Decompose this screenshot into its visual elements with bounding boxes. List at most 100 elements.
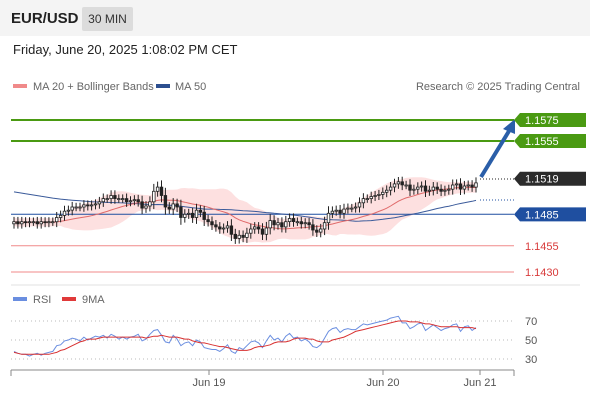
candle bbox=[284, 215, 288, 233]
candle bbox=[218, 222, 222, 234]
candle bbox=[82, 200, 86, 212]
candle bbox=[86, 200, 90, 211]
candle bbox=[381, 187, 385, 200]
candle bbox=[221, 223, 226, 234]
candle bbox=[109, 190, 113, 204]
candle bbox=[264, 221, 269, 241]
candle bbox=[299, 216, 303, 229]
candle bbox=[136, 194, 140, 207]
candle bbox=[249, 223, 253, 239]
candle bbox=[427, 185, 432, 196]
research-credit: Research © 2025 Trading Central bbox=[416, 81, 580, 93]
candle bbox=[287, 213, 292, 227]
rsi-legend-label: RSI bbox=[33, 294, 51, 306]
candle bbox=[443, 185, 447, 196]
candle bbox=[447, 184, 451, 195]
header-bar: EUR/USD 30 MIN bbox=[0, 0, 590, 36]
ma50-legend-label: MA 50 bbox=[175, 81, 206, 93]
candle bbox=[214, 220, 218, 232]
candle bbox=[311, 219, 315, 236]
candle bbox=[144, 201, 148, 213]
candle bbox=[272, 215, 276, 231]
candle bbox=[97, 196, 102, 209]
rsi-grid: 70 50 30 bbox=[11, 316, 537, 366]
legend-ma50: MA 50 bbox=[156, 81, 206, 93]
candle bbox=[268, 214, 272, 235]
rsi-legend: RSI 9MA bbox=[13, 294, 105, 306]
candle bbox=[35, 216, 39, 229]
candle bbox=[396, 177, 401, 189]
candle bbox=[70, 201, 74, 216]
candle bbox=[334, 205, 338, 216]
candle bbox=[190, 207, 195, 223]
candle bbox=[454, 179, 459, 190]
rsi-tick-30: 30 bbox=[525, 354, 537, 366]
candle bbox=[373, 191, 377, 201]
candle bbox=[338, 205, 342, 219]
rsi-tick-70: 70 bbox=[525, 316, 537, 328]
candle bbox=[400, 176, 404, 191]
level-label-1.1430: 1.1430 bbox=[525, 267, 559, 279]
candle bbox=[330, 206, 335, 219]
candle bbox=[39, 216, 43, 229]
candle bbox=[198, 205, 203, 218]
candle bbox=[225, 221, 230, 233]
candle bbox=[55, 212, 59, 228]
candle bbox=[388, 182, 393, 196]
price-axis-labels: 1.1575 1.1555 1.1485 1.1455 1.1430 1.1519 bbox=[514, 113, 586, 279]
level-label-1.1555: 1.1555 bbox=[525, 136, 559, 148]
candle bbox=[416, 182, 420, 194]
candle bbox=[322, 216, 327, 236]
current-price-tag bbox=[514, 171, 586, 186]
level-tag-1.1485 bbox=[514, 207, 586, 222]
level-label-1.1455: 1.1455 bbox=[525, 241, 559, 253]
candle bbox=[408, 179, 412, 196]
candle bbox=[357, 197, 362, 213]
rsi-ma9-line bbox=[13, 320, 477, 355]
level-tag-1.1575 bbox=[514, 113, 586, 127]
candle bbox=[121, 194, 125, 203]
timeframe-badge[interactable]: 30 MIN bbox=[82, 7, 133, 31]
candle bbox=[124, 193, 129, 207]
candle bbox=[105, 194, 109, 203]
symbol-title: EUR/USD bbox=[11, 10, 79, 27]
candle bbox=[439, 184, 443, 197]
candle bbox=[27, 217, 32, 228]
rsi-line bbox=[13, 315, 477, 357]
candle bbox=[66, 205, 71, 216]
candle bbox=[435, 182, 439, 194]
candle bbox=[276, 217, 280, 230]
candle bbox=[148, 196, 152, 212]
candle bbox=[47, 217, 51, 228]
candle bbox=[23, 217, 28, 228]
ma9-legend-label: 9MA bbox=[82, 294, 105, 306]
candle bbox=[43, 217, 47, 228]
candle bbox=[78, 202, 82, 212]
candle bbox=[210, 216, 214, 230]
candle bbox=[291, 213, 296, 227]
candle bbox=[132, 195, 137, 206]
candle bbox=[474, 177, 478, 193]
candle bbox=[384, 185, 389, 198]
rsi-legend-swatch bbox=[13, 297, 27, 301]
candle bbox=[361, 193, 366, 209]
candle bbox=[89, 200, 94, 211]
candle bbox=[183, 209, 187, 223]
candle bbox=[12, 216, 16, 229]
time-label: Jun 21 bbox=[463, 377, 496, 389]
candle bbox=[353, 202, 358, 213]
candle bbox=[412, 184, 416, 195]
candle bbox=[113, 190, 117, 204]
candle bbox=[318, 223, 323, 238]
time-label: Jun 20 bbox=[366, 377, 399, 389]
candle bbox=[307, 217, 311, 230]
level-tag-1.1555 bbox=[514, 133, 586, 148]
candle bbox=[229, 219, 234, 241]
forecast-arrow bbox=[479, 119, 515, 179]
candle bbox=[58, 210, 63, 223]
ma20-legend-swatch bbox=[13, 84, 27, 88]
time-axis: Jun 19 Jun 20 Jun 21 bbox=[10, 370, 515, 389]
time-label: Jun 19 bbox=[192, 377, 225, 389]
chart-datetime: Friday, June 20, 2025 1:08:02 PM CET bbox=[13, 42, 238, 57]
